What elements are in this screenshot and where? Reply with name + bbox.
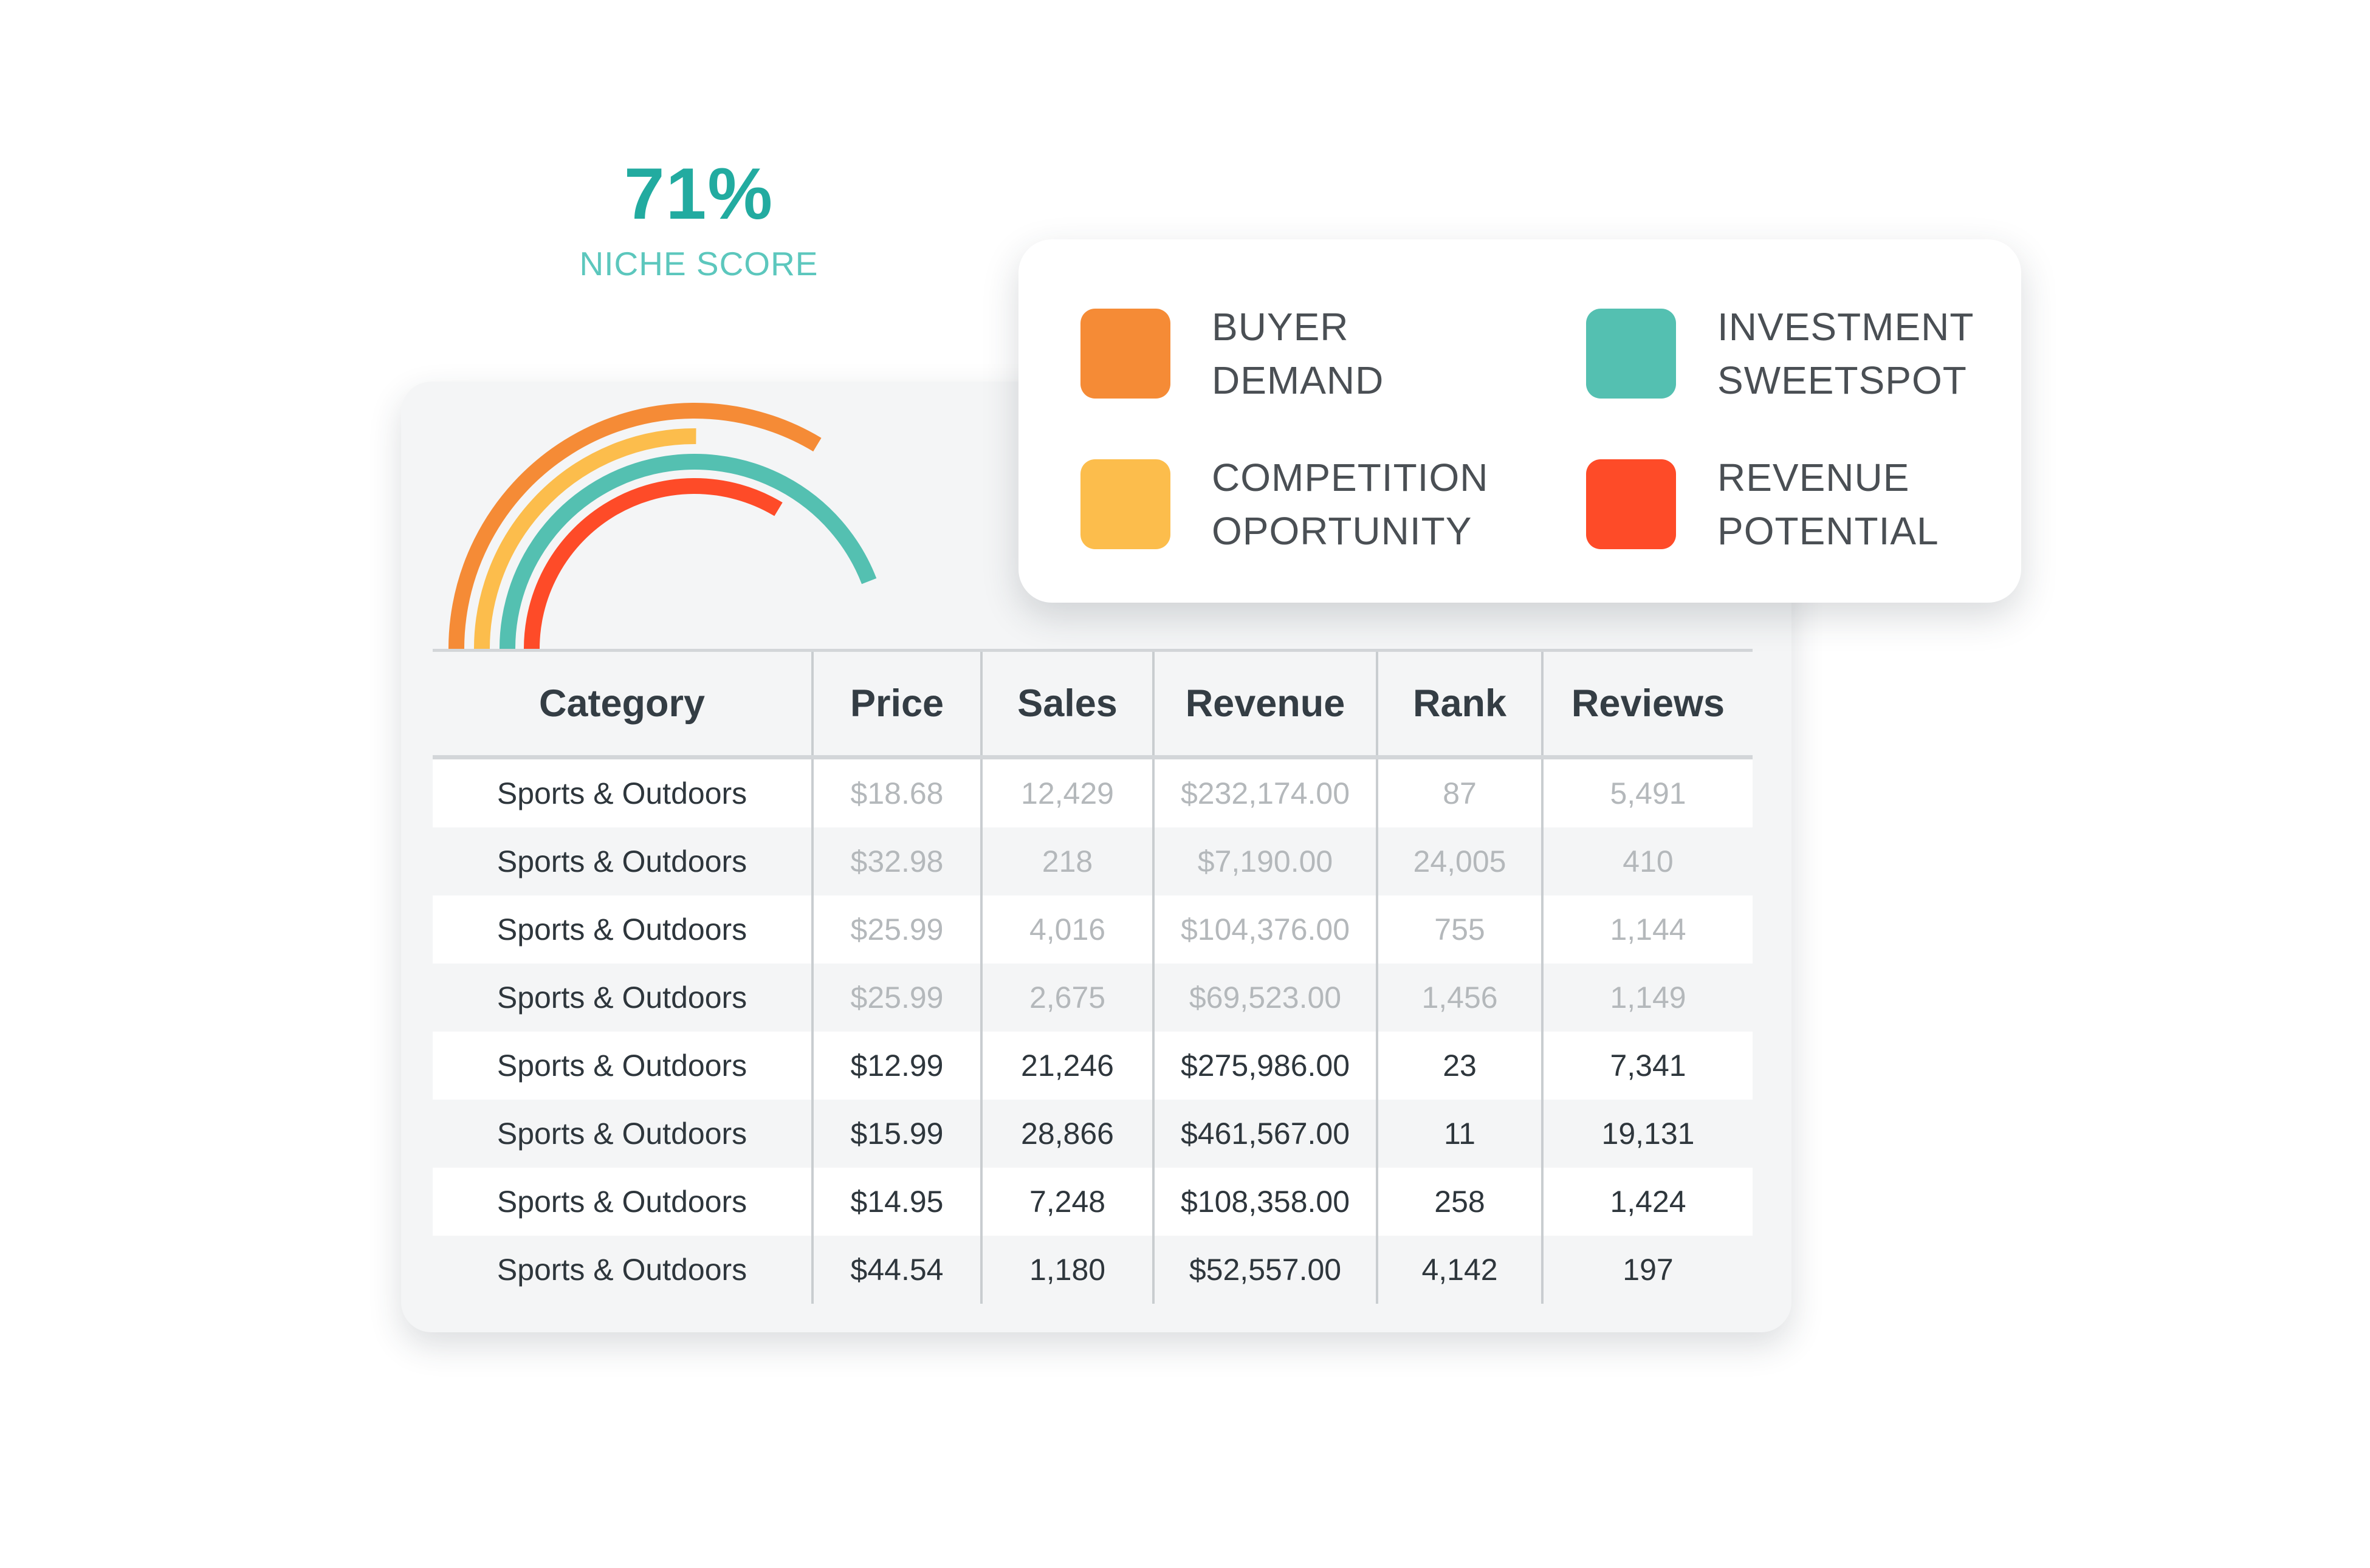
legend-item-revenue-potential: REVENUE POTENTIAL <box>1586 451 1939 558</box>
revenue-arc <box>524 478 783 664</box>
table-row[interactable]: Sports & Outdoors $25.99 2,675 $69,523.0… <box>433 964 1753 1032</box>
cell-rank: 1,456 <box>1376 964 1542 1032</box>
cell-reviews: 410 <box>1541 827 1753 895</box>
legend-item-investment-sweetspot: INVESTMENT SWEETSPOT <box>1586 300 1974 407</box>
cell-category: Sports & Outdoors <box>433 895 812 964</box>
table-row[interactable]: Sports & Outdoors $14.95 7,248 $108,358.… <box>433 1168 1753 1236</box>
legend-label-line: OPORTUNITY <box>1212 509 1472 553</box>
cell-rank: 23 <box>1376 1032 1542 1100</box>
cell-revenue: $461,567.00 <box>1152 1100 1377 1168</box>
buyer-demand-arc <box>448 403 822 671</box>
cell-category: Sports & Outdoors <box>433 757 812 827</box>
table-row[interactable]: Sports & Outdoors $44.54 1,180 $52,557.0… <box>433 1236 1753 1304</box>
legend-label-line: DEMAND <box>1212 358 1384 402</box>
legend-card: BUYER DEMAND INVESTMENT SWEETSPOT COMPET… <box>1018 239 2021 603</box>
cell-reviews: 19,131 <box>1541 1100 1753 1168</box>
legend-label-line: POTENTIAL <box>1717 509 1939 553</box>
legend-label-line: COMPETITION <box>1212 456 1489 499</box>
cell-sales: 1,180 <box>980 1236 1153 1304</box>
legend-item-buyer-demand: BUYER DEMAND <box>1080 300 1384 407</box>
cell-revenue: $275,986.00 <box>1152 1032 1377 1100</box>
legend-label-line: INVESTMENT <box>1717 305 1974 349</box>
cell-price: $18.68 <box>811 757 981 827</box>
table-header-row: Category Price Sales Revenue Rank Review… <box>433 649 1753 759</box>
competition-oportunity-swatch <box>1080 459 1170 549</box>
legend-label-line: REVENUE <box>1717 456 1910 499</box>
cell-reviews: 197 <box>1541 1236 1753 1304</box>
competition-arc <box>474 428 696 668</box>
niche-score-value: 71% <box>623 153 774 235</box>
legend-label: COMPETITION OPORTUNITY <box>1212 451 1488 558</box>
table-row[interactable]: Sports & Outdoors $15.99 28,866 $461,567… <box>433 1100 1753 1168</box>
cell-price: $25.99 <box>811 895 981 964</box>
cell-price: $32.98 <box>811 827 981 895</box>
cell-category: Sports & Outdoors <box>433 1100 812 1168</box>
column-header-reviews[interactable]: Reviews <box>1541 649 1753 759</box>
cell-sales: 4,016 <box>980 895 1153 964</box>
cell-rank: 755 <box>1376 895 1542 964</box>
product-table: Category Price Sales Revenue Rank Review… <box>433 649 1753 1304</box>
column-header-sales[interactable]: Sales <box>980 649 1153 759</box>
cell-rank: 258 <box>1376 1168 1542 1236</box>
legend-label: BUYER DEMAND <box>1212 300 1384 407</box>
cell-revenue: $108,358.00 <box>1152 1168 1377 1236</box>
buyer-demand-swatch <box>1080 309 1170 399</box>
legend-label: INVESTMENT SWEETSPOT <box>1717 300 1974 407</box>
niche-score-gauge <box>448 403 877 671</box>
cell-revenue: $104,376.00 <box>1152 895 1377 964</box>
cell-category: Sports & Outdoors <box>433 1168 812 1236</box>
cell-price: $15.99 <box>811 1100 981 1168</box>
cell-category: Sports & Outdoors <box>433 827 812 895</box>
cell-sales: 12,429 <box>980 757 1153 827</box>
cell-sales: 7,248 <box>980 1168 1153 1236</box>
column-header-category[interactable]: Category <box>433 649 812 759</box>
cell-revenue: $52,557.00 <box>1152 1236 1377 1304</box>
cell-rank: 4,142 <box>1376 1236 1542 1304</box>
cell-revenue: $7,190.00 <box>1152 827 1377 895</box>
legend-label-line: BUYER <box>1212 305 1349 349</box>
cell-reviews: 1,149 <box>1541 964 1753 1032</box>
table-row[interactable]: Sports & Outdoors $32.98 218 $7,190.00 2… <box>433 827 1753 895</box>
cell-sales: 218 <box>980 827 1153 895</box>
cell-category: Sports & Outdoors <box>433 1236 812 1304</box>
revenue-potential-swatch <box>1586 459 1676 549</box>
cell-sales: 2,675 <box>980 964 1153 1032</box>
investment-arc <box>500 454 877 666</box>
cell-sales: 28,866 <box>980 1100 1153 1168</box>
column-header-revenue[interactable]: Revenue <box>1152 649 1377 759</box>
legend-label: REVENUE POTENTIAL <box>1717 451 1939 558</box>
cell-price: $12.99 <box>811 1032 981 1100</box>
cell-sales: 21,246 <box>980 1032 1153 1100</box>
cell-price: $44.54 <box>811 1236 981 1304</box>
cell-reviews: 1,424 <box>1541 1168 1753 1236</box>
cell-price: $25.99 <box>811 964 981 1032</box>
cell-price: $14.95 <box>811 1168 981 1236</box>
cell-rank: 24,005 <box>1376 827 1542 895</box>
investment-sweetspot-swatch <box>1586 309 1676 399</box>
legend-item-competition-oportunity: COMPETITION OPORTUNITY <box>1080 451 1488 558</box>
cell-rank: 87 <box>1376 757 1542 827</box>
cell-reviews: 1,144 <box>1541 895 1753 964</box>
cell-category: Sports & Outdoors <box>433 1032 812 1100</box>
cell-reviews: 7,341 <box>1541 1032 1753 1100</box>
table-row[interactable]: Sports & Outdoors $18.68 12,429 $232,174… <box>433 757 1753 827</box>
table-row[interactable]: Sports & Outdoors $12.99 21,246 $275,986… <box>433 1032 1753 1100</box>
cell-category: Sports & Outdoors <box>433 964 812 1032</box>
cell-revenue: $69,523.00 <box>1152 964 1377 1032</box>
cell-reviews: 5,491 <box>1541 757 1753 827</box>
column-header-price[interactable]: Price <box>811 649 981 759</box>
cell-rank: 11 <box>1376 1100 1542 1168</box>
cell-revenue: $232,174.00 <box>1152 757 1377 827</box>
table-row[interactable]: Sports & Outdoors $25.99 4,016 $104,376.… <box>433 895 1753 964</box>
niche-score-label: NICHE SCORE <box>579 245 819 282</box>
legend-label-line: SWEETSPOT <box>1717 358 1967 402</box>
column-header-rank[interactable]: Rank <box>1376 649 1542 759</box>
